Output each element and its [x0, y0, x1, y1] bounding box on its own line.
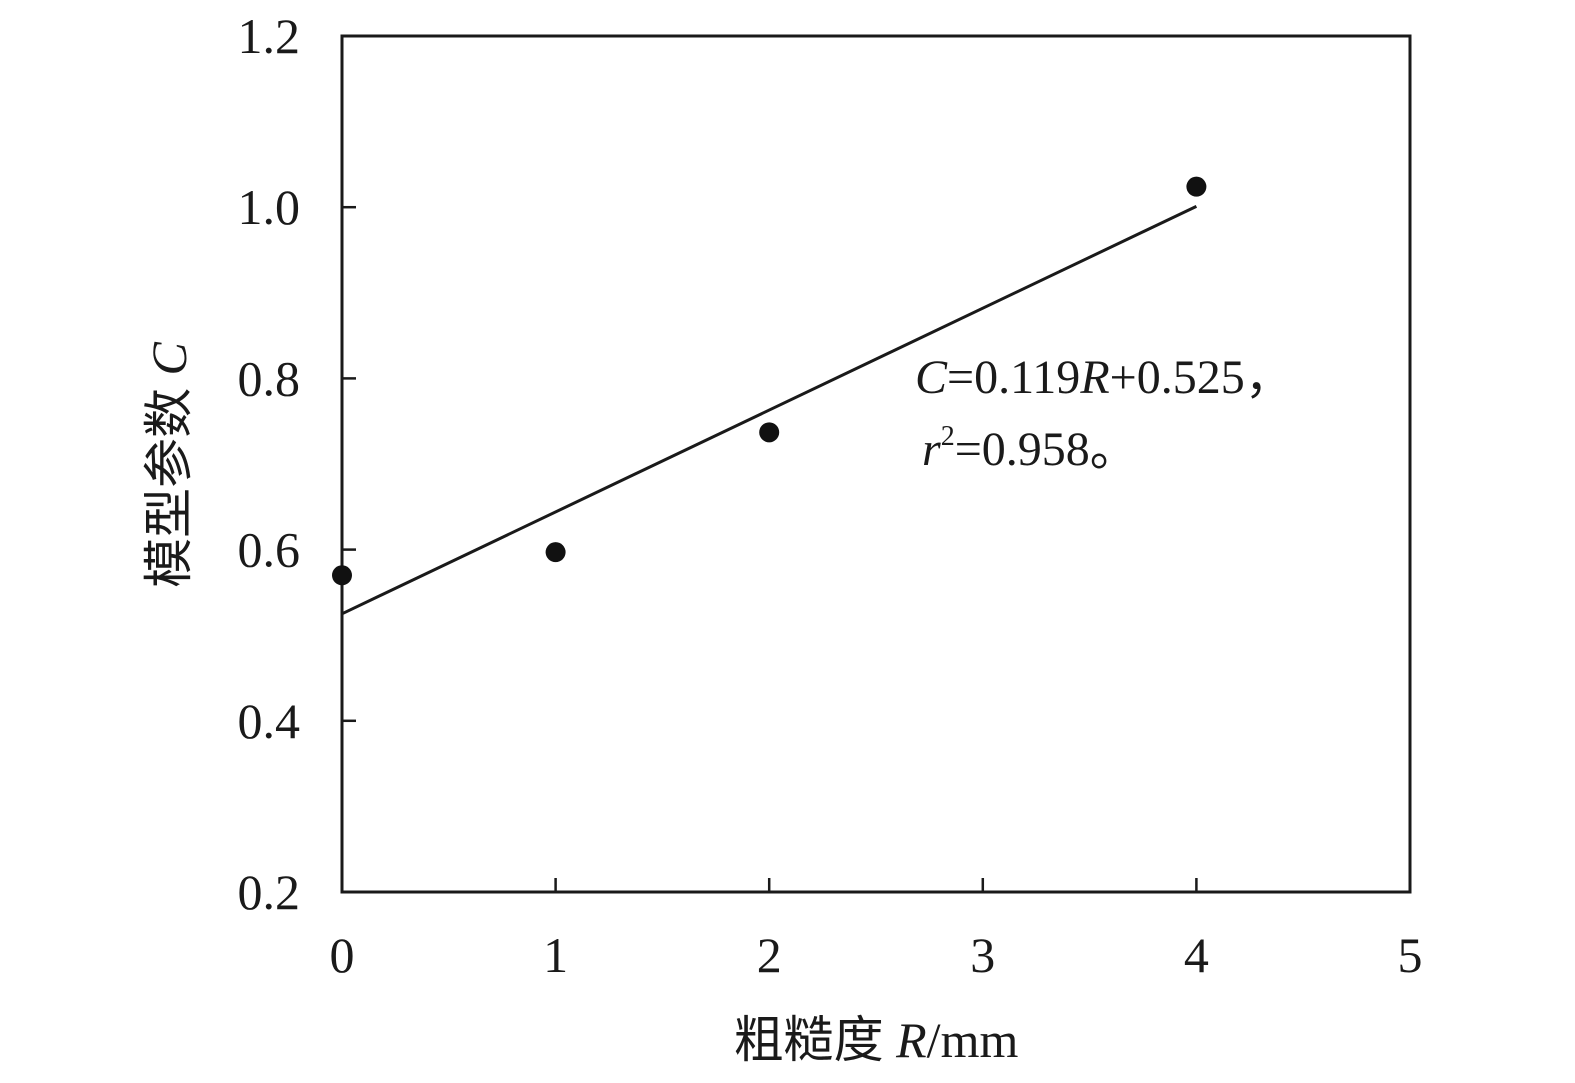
y-axis: 0.2 0.4 0.6 0.8 1.0 1.2 — [238, 8, 356, 920]
r-squared-label: r2=0.958。 — [922, 421, 1138, 476]
y-axis-title-prefix: 模型参数 — [141, 375, 197, 588]
y-tick-label: 0.6 — [238, 522, 301, 578]
y-tick-label: 0.4 — [238, 693, 301, 749]
x-tick-label: 5 — [1398, 927, 1423, 983]
x-tick-label: 1 — [543, 927, 568, 983]
r-squared-exponent: 2 — [941, 421, 955, 452]
points-layer — [332, 176, 1207, 586]
plot-frame — [340, 34, 1412, 894]
x-tick-label: 3 — [970, 927, 995, 983]
y-tick-label: 0.2 — [238, 864, 301, 920]
y-tick-label: 1.0 — [238, 179, 301, 235]
x-axis: 0 1 2 3 4 5 — [330, 878, 1423, 983]
data-point — [545, 542, 566, 563]
fit-equation: C=0.119R+0.525， — [915, 351, 1293, 404]
x-tick-label: 0 — [330, 927, 355, 983]
data-point — [332, 565, 352, 586]
data-point — [1186, 176, 1207, 197]
x-tick-label: 4 — [1184, 927, 1209, 983]
y-tick-label: 0.8 — [238, 350, 301, 406]
y-tick-label: 1.2 — [238, 8, 301, 64]
x-axis-title-unit: /mm — [927, 1012, 1019, 1068]
fit-layer — [341, 204, 1198, 616]
x-axis-title-var: R — [895, 1012, 927, 1068]
plot-area — [340, 34, 1412, 894]
data-point — [759, 422, 780, 443]
equation-intercept: +0.525， — [1110, 351, 1293, 404]
x-axis-title-prefix: 粗糙度 — [734, 1012, 897, 1068]
y-axis-title: 模型参数 C — [141, 341, 197, 588]
fit-line — [341, 204, 1198, 616]
equation-var-c: C — [915, 351, 948, 404]
x-tick-label: 2 — [757, 927, 782, 983]
r-squared-value: =0.958。 — [955, 423, 1138, 476]
r-squared-var: r — [922, 423, 941, 476]
x-axis-title: 粗糙度 R/mm — [734, 1012, 1019, 1068]
y-axis-title-var: C — [141, 341, 197, 375]
equation-slope: =0.119 — [947, 351, 1080, 404]
equation-var-r: R — [1079, 351, 1109, 404]
